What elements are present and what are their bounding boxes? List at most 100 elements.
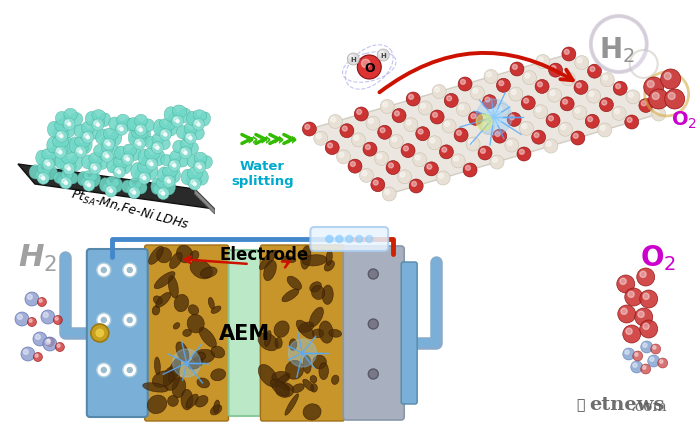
Circle shape bbox=[339, 153, 344, 158]
Circle shape bbox=[625, 350, 629, 354]
Circle shape bbox=[640, 341, 652, 353]
Ellipse shape bbox=[153, 296, 162, 305]
Circle shape bbox=[65, 166, 69, 170]
Ellipse shape bbox=[169, 113, 183, 126]
Circle shape bbox=[116, 169, 120, 173]
Ellipse shape bbox=[324, 261, 335, 272]
Circle shape bbox=[509, 88, 523, 102]
Ellipse shape bbox=[187, 155, 199, 168]
Circle shape bbox=[476, 115, 492, 131]
Circle shape bbox=[60, 135, 63, 138]
Circle shape bbox=[362, 172, 367, 177]
Ellipse shape bbox=[303, 356, 312, 374]
Text: H$_2$: H$_2$ bbox=[598, 35, 635, 65]
Circle shape bbox=[94, 122, 98, 126]
Circle shape bbox=[626, 91, 640, 105]
Ellipse shape bbox=[134, 115, 148, 127]
Circle shape bbox=[454, 157, 458, 162]
Ellipse shape bbox=[167, 120, 177, 137]
Ellipse shape bbox=[85, 112, 97, 126]
Circle shape bbox=[23, 350, 28, 354]
Circle shape bbox=[193, 119, 204, 131]
Ellipse shape bbox=[131, 163, 144, 180]
Circle shape bbox=[37, 298, 46, 307]
Ellipse shape bbox=[81, 139, 92, 154]
Circle shape bbox=[511, 90, 516, 95]
Circle shape bbox=[659, 360, 663, 364]
Ellipse shape bbox=[60, 160, 76, 173]
Circle shape bbox=[94, 167, 97, 170]
Ellipse shape bbox=[156, 126, 172, 137]
Ellipse shape bbox=[197, 378, 209, 388]
Circle shape bbox=[128, 187, 140, 199]
Ellipse shape bbox=[52, 136, 69, 148]
Circle shape bbox=[658, 358, 668, 368]
Circle shape bbox=[357, 110, 362, 115]
Ellipse shape bbox=[135, 182, 147, 194]
Circle shape bbox=[368, 319, 378, 329]
Circle shape bbox=[613, 82, 627, 96]
Ellipse shape bbox=[164, 179, 176, 195]
Ellipse shape bbox=[275, 338, 282, 349]
Circle shape bbox=[440, 145, 454, 159]
Circle shape bbox=[508, 141, 512, 146]
Circle shape bbox=[138, 143, 141, 146]
Ellipse shape bbox=[158, 138, 170, 150]
Polygon shape bbox=[309, 55, 659, 194]
Circle shape bbox=[193, 183, 196, 186]
Circle shape bbox=[189, 137, 192, 140]
Circle shape bbox=[616, 85, 620, 89]
Text: »: » bbox=[286, 131, 298, 148]
Circle shape bbox=[37, 173, 49, 185]
Circle shape bbox=[439, 174, 444, 179]
Circle shape bbox=[463, 164, 477, 177]
Circle shape bbox=[143, 177, 146, 180]
Circle shape bbox=[196, 164, 200, 168]
Ellipse shape bbox=[99, 178, 110, 192]
Circle shape bbox=[88, 184, 90, 187]
Circle shape bbox=[633, 363, 637, 367]
Circle shape bbox=[436, 172, 450, 186]
Ellipse shape bbox=[174, 295, 188, 312]
Ellipse shape bbox=[190, 117, 204, 128]
Circle shape bbox=[602, 101, 607, 106]
Circle shape bbox=[139, 173, 150, 185]
Circle shape bbox=[631, 361, 643, 373]
Circle shape bbox=[118, 126, 122, 130]
Text: AEM: AEM bbox=[219, 323, 270, 343]
Ellipse shape bbox=[69, 138, 80, 153]
Circle shape bbox=[160, 190, 164, 194]
Circle shape bbox=[127, 318, 132, 323]
FancyBboxPatch shape bbox=[228, 251, 260, 416]
Ellipse shape bbox=[272, 374, 290, 388]
Circle shape bbox=[623, 325, 640, 343]
Ellipse shape bbox=[186, 176, 202, 188]
Circle shape bbox=[141, 175, 145, 179]
Circle shape bbox=[589, 92, 594, 97]
Circle shape bbox=[599, 99, 613, 113]
Ellipse shape bbox=[89, 153, 103, 165]
Circle shape bbox=[461, 80, 466, 85]
Ellipse shape bbox=[187, 112, 197, 126]
Ellipse shape bbox=[190, 251, 199, 260]
Circle shape bbox=[550, 92, 555, 96]
Circle shape bbox=[97, 363, 111, 377]
Circle shape bbox=[383, 103, 388, 108]
Circle shape bbox=[547, 89, 561, 103]
Circle shape bbox=[36, 335, 41, 339]
Text: H: H bbox=[351, 57, 356, 63]
Circle shape bbox=[346, 236, 353, 243]
Ellipse shape bbox=[192, 127, 204, 141]
Circle shape bbox=[625, 288, 643, 306]
Circle shape bbox=[94, 328, 105, 338]
Ellipse shape bbox=[270, 379, 289, 396]
Circle shape bbox=[560, 98, 574, 112]
Circle shape bbox=[447, 97, 452, 102]
Ellipse shape bbox=[97, 156, 108, 170]
Circle shape bbox=[466, 166, 470, 171]
Circle shape bbox=[634, 353, 638, 357]
Circle shape bbox=[473, 89, 477, 94]
Ellipse shape bbox=[176, 246, 193, 263]
Circle shape bbox=[53, 316, 62, 325]
Text: H: H bbox=[380, 53, 386, 59]
